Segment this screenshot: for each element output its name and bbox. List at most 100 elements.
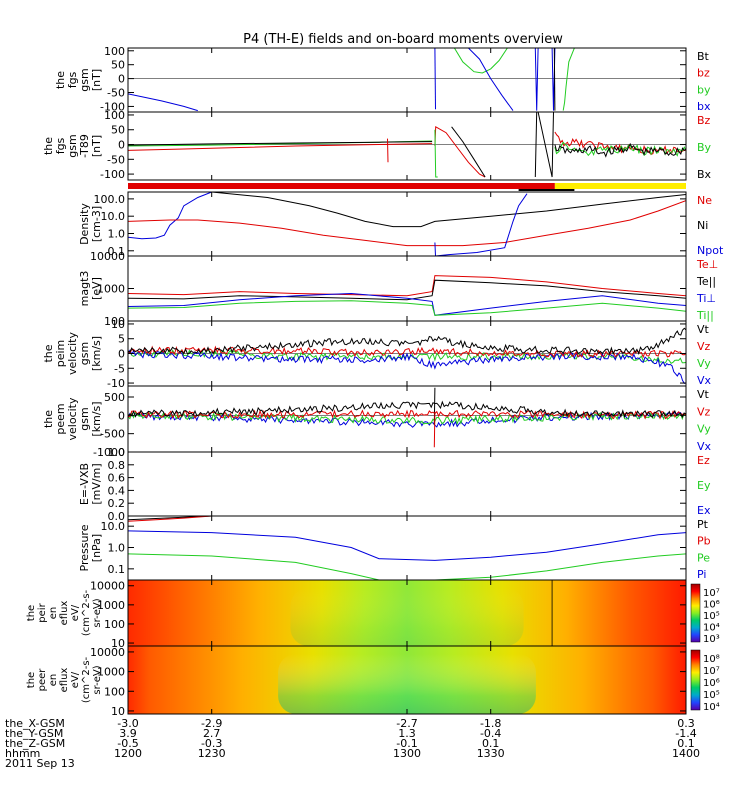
legend-entry: Bx <box>697 168 712 181</box>
y-tick-label: 0 <box>118 139 125 152</box>
panel-peir: 10000 1000 100 10 the peir en eflux eV/(cm^2-s-s… <box>26 579 720 650</box>
series-line-fgs-2 <box>453 48 508 74</box>
y-tick-label: 0.8 <box>108 459 126 472</box>
colorbar-label: 10⁶ <box>703 678 720 689</box>
y-tick-label: -100 <box>100 168 125 181</box>
y-tick-label: 0.4 <box>108 484 126 497</box>
x-axis-value: -0.5 <box>117 737 138 750</box>
y-tick-label: 50 <box>111 124 125 137</box>
legend-entry: Vz <box>697 340 711 353</box>
y-axis-label: the <box>26 672 37 688</box>
y-tick-label: 100.0 <box>94 193 126 206</box>
legend-entry: Vy <box>697 357 711 370</box>
y-tick-label: 10 <box>111 705 125 718</box>
legend-entry: Pe <box>697 551 710 564</box>
legend-entry: Npot <box>697 244 724 257</box>
y-tick-label: 1000 <box>97 283 125 296</box>
legend-entry: Vt <box>697 323 710 336</box>
y-tick-label: 0.0 <box>108 510 126 523</box>
y-tick-label: 100 <box>104 315 125 328</box>
y-axis-label: [nT] <box>90 135 103 157</box>
series-group <box>128 387 686 448</box>
series-line-fgs-t89-1 <box>128 141 433 146</box>
y-tick-label: 500 <box>104 391 125 404</box>
y-axis-label: the <box>42 344 55 362</box>
y-tick-label: 1.0 <box>108 542 126 555</box>
series-line-temperature-0 <box>128 275 686 297</box>
series-line-peim-velocity-2 <box>128 345 686 359</box>
y-tick-label: 10.0 <box>101 520 126 533</box>
panel-frame <box>127 47 687 113</box>
series-group <box>128 516 686 580</box>
series-group <box>128 192 686 256</box>
y-tick-label: 100 <box>104 685 125 698</box>
legend-entry: Te|| <box>696 275 716 288</box>
series-line-fgs-t89-10 <box>554 142 686 158</box>
legend-entry: Ni <box>697 219 708 232</box>
legend-entry: Vz <box>697 405 711 418</box>
panel-temperature: 10000 1000 100 magt3 [eV] Te⊥ Te|| Ti⊥ Ti|| <box>78 250 718 328</box>
y-axis-label: gsm <box>78 342 91 365</box>
colorbar <box>690 583 701 643</box>
y-axis-label: magt3 <box>78 271 91 307</box>
panel-pressure: 10.0 1.0 0.1 Pressure [nPa] Pt Pb Pe Pi <box>78 515 711 581</box>
y-tick-label: 0.6 <box>108 472 126 485</box>
legend-entry: Vt <box>697 388 710 401</box>
series-line-fgs-t89-7 <box>534 112 554 178</box>
x-axis-value: 1.3 <box>398 727 416 740</box>
y-axis-label: the <box>42 410 55 428</box>
series-line-fgs-0 <box>128 93 198 112</box>
panel-peem-velocity: 500 0 -500 -1000 the peem velocity gsm [km/s] Vt V… <box>42 385 712 459</box>
y-axis-label: Pressure <box>78 524 91 571</box>
legend-entry: Pt <box>697 518 709 531</box>
series-line-density-3 <box>434 193 528 256</box>
y-axis-label: gsm <box>78 407 91 430</box>
colorbar-label: 10⁷ <box>703 666 720 677</box>
series-line-fgs-3 <box>468 48 514 111</box>
series-line-fgs-6 <box>562 48 575 111</box>
panel-frame <box>127 515 687 581</box>
x-axis-row-label: the_Y-GSM <box>5 727 63 740</box>
panel-peim-velocity: 10 5 0-5 -10 the peim velocity gsm [km/s] Vt Vz Vy V… <box>42 318 712 390</box>
colorbar-label: 10⁸ <box>703 654 720 665</box>
legend-entry: Vx <box>697 440 712 453</box>
y-axis-label: the <box>42 137 55 155</box>
panel-frame <box>127 111 687 181</box>
series-line-peem-velocity-3 <box>128 400 686 419</box>
panel-fgs-t89: 100 50 0-50 -100 the fgs gsm -T89 [nT] Bz By Bx <box>42 109 712 181</box>
x-axis-row-label: the_X-GSM <box>5 717 65 730</box>
mode-bar-marker <box>518 189 575 191</box>
y-axis-label: Density <box>78 203 91 245</box>
y-axis-label: [cm-3] <box>90 206 103 242</box>
series-line-peem-velocity-1 <box>128 411 686 426</box>
x-axis-value: -1.8 <box>480 717 501 730</box>
y-axis-label: the <box>26 605 37 621</box>
y-tick-label: 10.0 <box>101 210 126 223</box>
y-tick-label: 0 <box>118 73 125 86</box>
y-axis-label: fgs <box>54 137 67 154</box>
y-axis-label: -T89 <box>78 134 91 158</box>
y-axis-label: (cm^2-s- <box>81 589 92 636</box>
series-line-temperature-1 <box>128 279 686 301</box>
y-axis-label: eflux <box>59 668 70 693</box>
series-line-pressure-3 <box>128 553 686 580</box>
y-tick-label: -50 <box>107 153 125 166</box>
colorbar-label: 10⁴ <box>703 623 720 634</box>
panel-density: 100.0 10.0 1.0 0.1 Density [cm-3] Ne Ni Npot <box>78 191 724 258</box>
mode-bar <box>128 183 686 191</box>
y-tick-label: 0.2 <box>108 497 126 510</box>
y-tick-label: 100 <box>104 109 125 122</box>
legend-entry: Bz <box>697 114 711 127</box>
x-axis-value: -3.0 <box>117 717 138 730</box>
y-tick-label: -50 <box>107 87 125 100</box>
y-axis-label: eflux <box>59 601 70 626</box>
x-axis-value: -2.9 <box>201 717 222 730</box>
y-tick-label: 100 <box>104 618 125 631</box>
y-axis-label: [km/s] <box>90 336 103 371</box>
panel-peer: 10000 1000 100 10 the peer en eflux eV/(cm^2-s-s… <box>26 645 720 718</box>
legend-entry: Ti⊥ <box>696 292 716 305</box>
x-axis-value: 1230 <box>198 747 226 760</box>
y-tick-label: 1.0 <box>108 227 126 240</box>
series-line-temperature-3 <box>128 300 686 316</box>
